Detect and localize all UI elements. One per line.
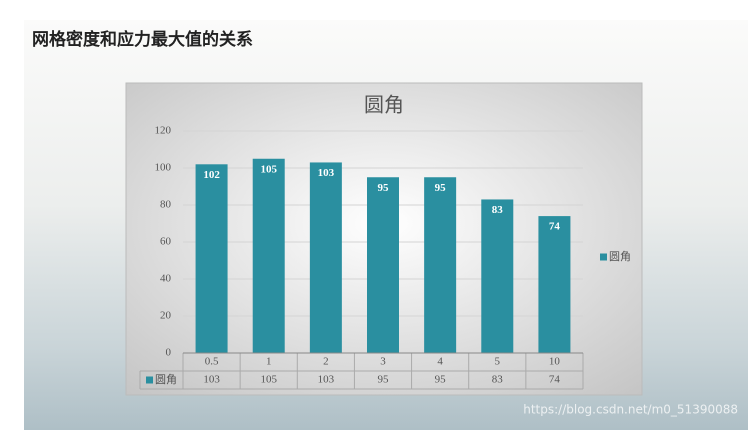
bar <box>195 164 228 353</box>
bar <box>309 162 342 353</box>
bar <box>424 177 457 353</box>
data-label: 102 <box>203 169 220 181</box>
table-value: 95 <box>378 374 390 386</box>
table-value: 105 <box>260 374 277 386</box>
y-tick-label: 80 <box>160 199 172 211</box>
watermark: https://blog.csdn.net/m0_51390088 <box>523 403 738 417</box>
table-value: 74 <box>549 374 561 386</box>
y-tick-label: 40 <box>160 273 172 285</box>
table-key <box>146 376 153 384</box>
table-value: 95 <box>435 374 447 386</box>
data-label: 103 <box>318 167 335 179</box>
data-label: 95 <box>378 182 390 194</box>
bar <box>367 177 399 353</box>
data-label: 83 <box>492 204 504 216</box>
table-value: 103 <box>318 374 335 386</box>
x-tick-label: 0.5 <box>205 356 219 368</box>
x-tick-label: 5 <box>495 356 501 368</box>
x-tick-label: 2 <box>323 356 329 368</box>
data-label: 74 <box>549 221 561 233</box>
table-value: 83 <box>492 374 504 386</box>
legend-key <box>600 253 607 261</box>
bar <box>538 216 571 353</box>
table-row-label: 圆角 <box>155 373 177 386</box>
data-label: 105 <box>260 163 277 175</box>
y-tick-label: 120 <box>155 125 172 137</box>
data-label: 95 <box>435 182 447 194</box>
y-tick-label: 20 <box>160 310 172 322</box>
legend-label: 圆角 <box>609 250 631 263</box>
bar <box>481 199 514 353</box>
y-tick-label: 100 <box>155 162 172 174</box>
x-tick-label: 1 <box>266 356 272 368</box>
bar <box>252 158 285 353</box>
y-tick-label: 60 <box>160 236 172 248</box>
table-value: 103 <box>203 374 220 386</box>
x-tick-label: 10 <box>549 356 561 368</box>
chart-title: 圆角 <box>364 93 404 117</box>
slide-title: 网格密度和应力最大值的关系 <box>32 29 253 50</box>
x-tick-label: 3 <box>380 356 386 368</box>
y-tick-label: 0 <box>166 347 172 359</box>
x-tick-label: 4 <box>437 356 443 368</box>
